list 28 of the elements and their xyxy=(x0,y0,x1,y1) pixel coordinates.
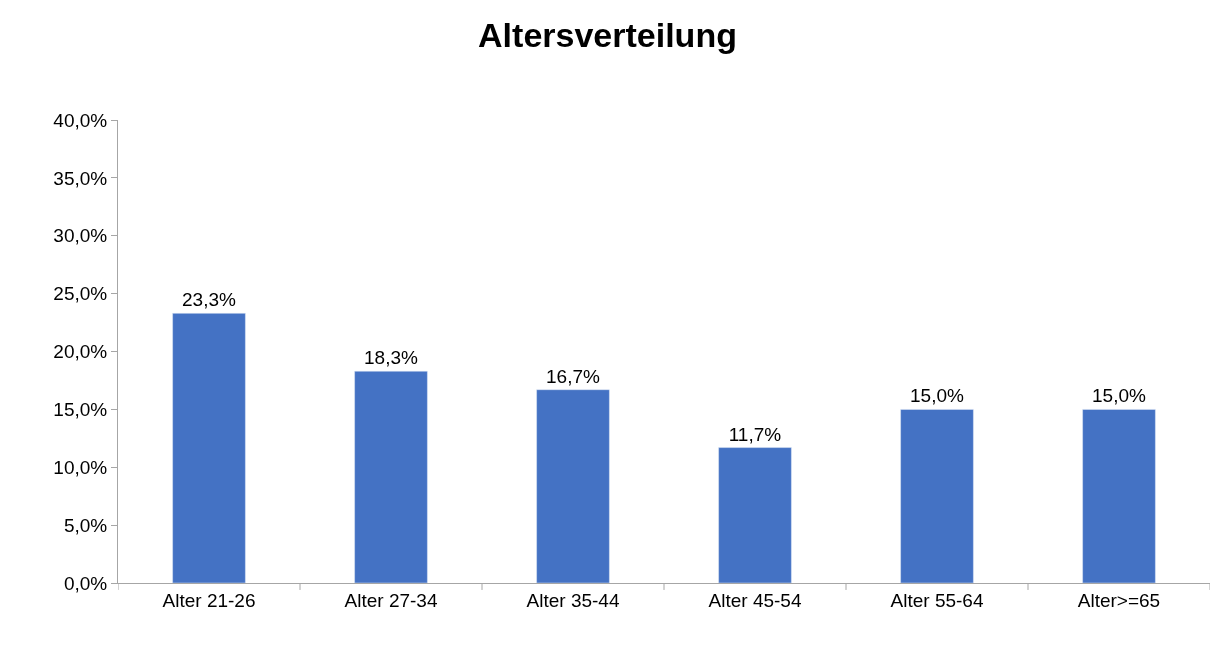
x-tick-label: Alter 55-64 xyxy=(890,589,984,611)
y-tick-label: 5,0% xyxy=(63,514,108,536)
x-tick-label: Alter 27-34 xyxy=(344,589,438,611)
x-tick-label: Alter 21-26 xyxy=(162,589,256,611)
bar xyxy=(172,313,246,583)
data-label: 15,0% xyxy=(910,385,964,407)
data-label: 11,7% xyxy=(728,423,782,445)
data-label: 15,0% xyxy=(1092,385,1146,407)
bar xyxy=(900,409,974,583)
x-tick-label: Alter>=65 xyxy=(1077,589,1161,611)
y-tick-label: 40,0% xyxy=(53,109,108,131)
y-tick-label: 20,0% xyxy=(53,341,108,363)
data-label: 23,3% xyxy=(182,289,236,311)
y-tick-label: 15,0% xyxy=(53,399,108,421)
bar xyxy=(536,389,610,583)
y-tick-label: 35,0% xyxy=(53,167,108,189)
bar xyxy=(718,447,792,583)
y-tick-label: 30,0% xyxy=(53,225,108,247)
chart-title: Altersverteilung xyxy=(478,16,737,55)
y-tick-label: 0,0% xyxy=(63,572,108,594)
bar xyxy=(354,370,428,583)
y-tick-label: 10,0% xyxy=(53,456,108,478)
data-label: 16,7% xyxy=(546,365,600,387)
x-tick-label: Alter 45-54 xyxy=(708,589,802,611)
bar xyxy=(1082,409,1156,583)
data-label: 18,3% xyxy=(364,347,418,369)
y-tick-label: 25,0% xyxy=(53,283,108,305)
x-tick-label: Alter 35-44 xyxy=(526,589,620,611)
